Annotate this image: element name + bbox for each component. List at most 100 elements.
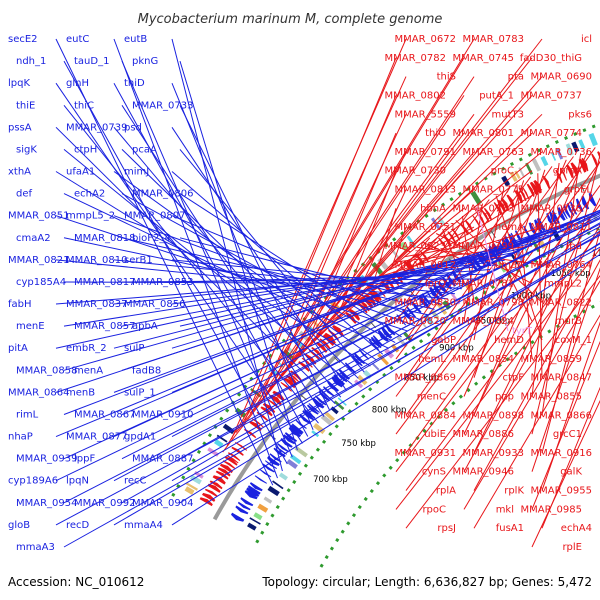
gene-label: MMAR_0898 xyxy=(463,410,525,421)
gene-label: putA_1 xyxy=(479,90,514,101)
reverse-cds-arrow xyxy=(231,512,245,521)
cog-feature-block xyxy=(591,212,599,222)
leader-line xyxy=(113,264,498,305)
gene-label: MMAR_0823 xyxy=(385,241,447,252)
gene-label: MMAR_0887 xyxy=(132,454,194,465)
gene-label: pta xyxy=(508,72,524,83)
forward-cds-arrow xyxy=(219,463,233,474)
gene-label: menB xyxy=(66,387,95,398)
cog-feature-block xyxy=(324,411,335,422)
map-title: Mycobacterium marinum M, complete genome xyxy=(138,12,443,27)
leader-line xyxy=(268,95,465,389)
leader-line xyxy=(55,218,600,482)
gene-label: MMAR_0751 xyxy=(395,222,457,233)
reverse-cds-arrow xyxy=(406,305,416,318)
cog-feature-block xyxy=(247,522,257,531)
leader-line xyxy=(541,386,600,529)
forward-cds-arrow xyxy=(226,454,239,464)
reverse-cds-arrow xyxy=(575,198,584,212)
gene-label: thiD xyxy=(124,78,145,89)
gene-label: coxM_1 xyxy=(555,335,592,346)
gene-label: apbA xyxy=(132,321,158,332)
forward-cds-arrow xyxy=(591,153,598,168)
gene-label: secE2 xyxy=(8,34,38,45)
cog-feature-block xyxy=(518,167,526,178)
gene-label: MMAR_0763 xyxy=(463,147,525,158)
gene-label: ufaA1 xyxy=(66,167,95,178)
gene-label: MMAR_0992 xyxy=(74,498,136,509)
gene-label: MMAR_0791 xyxy=(395,147,457,158)
leader-line xyxy=(463,223,600,472)
gene-label: pks6 xyxy=(568,109,592,120)
gene-label: MMAR_0813 xyxy=(395,185,457,196)
pseudo-gene-label: tyrT xyxy=(512,326,533,337)
leader-line xyxy=(179,105,330,411)
position-tick-mark xyxy=(580,183,585,192)
leader-line xyxy=(405,229,600,491)
reverse-cds-arrow xyxy=(534,219,543,233)
cog-feature-block xyxy=(531,158,542,172)
leader-line xyxy=(537,173,543,378)
leader-line xyxy=(531,162,560,397)
leader-line xyxy=(405,184,600,454)
gene-label: MMAR_0847 xyxy=(531,373,593,384)
leader-line xyxy=(373,208,397,282)
gene-label: MMAR_0798 xyxy=(463,297,525,308)
gene-label: MMAR_0837 xyxy=(66,299,128,310)
position-tick-label: 1000 kbp xyxy=(511,291,551,301)
gene-label: nhaP xyxy=(8,432,33,443)
gene-label: thiO xyxy=(425,128,446,139)
leader-line xyxy=(55,269,491,305)
cog-feature-block xyxy=(525,162,534,175)
leader-line xyxy=(395,204,600,473)
reverse-cds-arrow xyxy=(315,395,327,406)
gene-label: cyp185A4 xyxy=(16,277,66,288)
gene-label: MMAR_0801 xyxy=(453,128,515,139)
leader-line xyxy=(405,237,431,266)
reverse-cds-arrow xyxy=(588,192,597,207)
leader-line xyxy=(254,76,475,408)
gene-label: psd xyxy=(124,122,142,133)
leader-line xyxy=(55,82,304,444)
cog-feature-block xyxy=(576,217,584,230)
forward-cds-arrow xyxy=(266,398,279,409)
leader-line xyxy=(179,242,600,504)
reverse-cds-arrow xyxy=(265,460,277,469)
genome-stats-text: Topology: circular; Length: 6,636,827 bp… xyxy=(261,575,592,589)
leader-line xyxy=(55,171,371,367)
reverse-cds-arrow xyxy=(269,453,282,463)
label-leader-lines xyxy=(55,38,600,548)
leader-line xyxy=(121,233,600,504)
reverse-cds-arrow xyxy=(358,348,370,360)
leader-line xyxy=(121,209,600,415)
gene-label: MMAR_0946 xyxy=(453,467,515,478)
cog-feature-block xyxy=(564,224,573,235)
forward-cds-arrow xyxy=(215,470,229,480)
leader-line xyxy=(463,203,483,322)
leader-line xyxy=(171,253,600,526)
forward-cds-arrow xyxy=(235,442,248,451)
gene-label: menE xyxy=(16,321,45,332)
gene-label: MMAR_0782 xyxy=(385,53,447,64)
gene-label: MMAR_0904 xyxy=(132,498,194,509)
gene-label: MMAR_0954 xyxy=(16,498,78,509)
gene-label: groEL xyxy=(564,185,593,196)
gene-label: MMAR_0824 xyxy=(453,316,515,327)
gene-label: thiC xyxy=(74,100,94,111)
cog-feature-block xyxy=(267,485,280,497)
leader-line xyxy=(121,149,359,379)
cog-feature-block xyxy=(294,446,308,458)
gene-label: MMAR_0822 xyxy=(531,297,593,308)
gene-label: eutB xyxy=(124,34,147,45)
position-tick-label: 750 kbp xyxy=(341,439,376,449)
leader-line xyxy=(179,222,600,460)
leader-line xyxy=(476,206,509,332)
gene-label: MMAR_0821 xyxy=(8,255,70,266)
gene-label: gloB xyxy=(8,520,30,531)
reverse-cds-arrow xyxy=(290,424,303,435)
leader-line xyxy=(171,38,283,472)
gene-label: ubiE xyxy=(424,429,446,440)
gene-label: mmaA3 xyxy=(16,542,55,553)
cog-feature-block xyxy=(278,472,288,481)
cog-feature-block xyxy=(470,190,482,206)
